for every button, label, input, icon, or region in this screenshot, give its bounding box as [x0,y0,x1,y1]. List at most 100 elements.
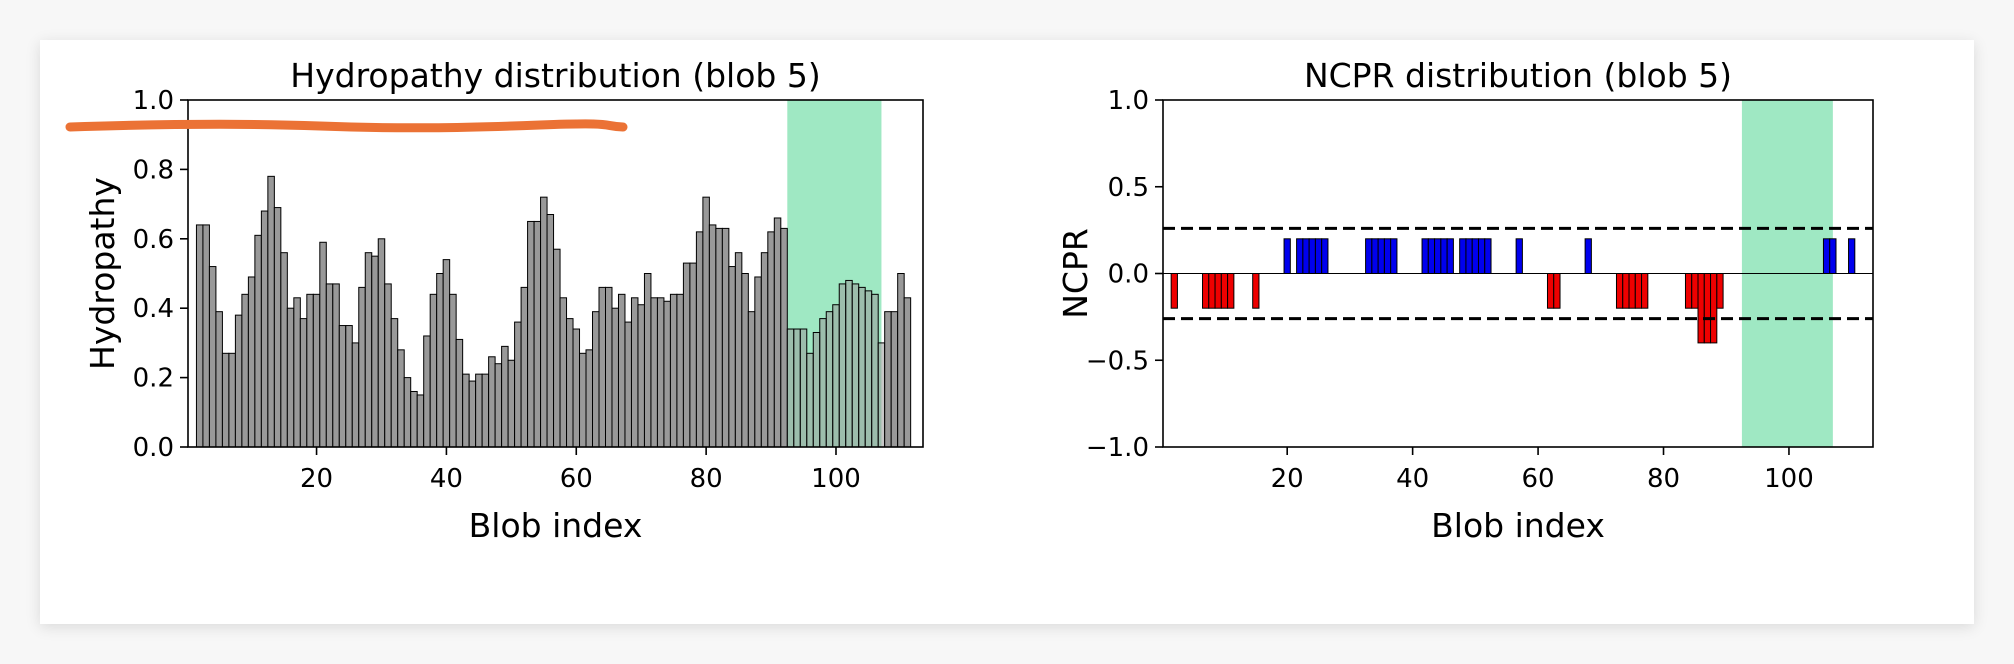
hydropathy-bar [306,293,314,448]
hydropathy-bar [754,276,762,448]
hydropathy-bar [669,293,678,448]
ncpr-bar [1710,273,1718,344]
hydropathy-bar [546,214,555,448]
hydropathy-bar [806,352,814,448]
hydropathy-bar [286,307,295,448]
hydropathy-y-tick-label: 0.0 [133,433,174,463]
hydropathy-bar [877,342,886,448]
hydropathy-bar [442,259,451,448]
hydropathy-plot-frame [187,99,924,448]
hydropathy-bar [228,352,236,448]
hydropathy-bar [234,314,243,448]
ncpr-bar [1308,238,1316,275]
hydropathy-bar [260,210,269,448]
ncpr-bar [1716,273,1724,309]
ncpr-bar [1471,238,1479,275]
hydropathy-bar [364,252,373,448]
ncpr-bar [1546,273,1555,309]
ncpr-y-tick-label: −1.0 [1086,433,1149,463]
figure-canvas: 20 40 60 80 100 0.0 0.2 0.4 0.6 0.8 1.0 Hydropathy … [65,56,1874,545]
hydropathy-bar [871,293,879,448]
ncpr-bar [1390,238,1398,275]
hydropathy-bar [468,380,477,448]
ncpr-bar [1296,238,1304,275]
hydropathy-bar [371,255,379,448]
hydropathy-bar [416,394,425,448]
hydropathy-bar [650,297,658,448]
hydropathy-x-tick-label: 60 [560,464,593,494]
ncpr-y-tick-label: 0.5 [1108,173,1149,203]
ncpr-bar [1829,238,1837,275]
hydropathy-bar [585,349,594,448]
hydropathy-bar [592,311,600,448]
hydropathy-bar [202,224,210,448]
hydropathy-bar [410,390,418,448]
hydropathy-bar [280,252,288,448]
hydropathy-bar [832,304,840,448]
hydropathy-bar [449,293,457,448]
ncpr-bar [1202,273,1210,309]
hydropathy-bar [682,262,691,448]
ncpr-bar [1214,273,1222,309]
hydropathy-bar [338,325,347,448]
hydropathy-bar [195,224,204,448]
hydropathy-bar [702,196,710,448]
hydropathy-bar [676,293,684,448]
hydropathy-bar [611,307,619,448]
ncpr-bar [1170,273,1178,309]
hydropathy-bar [819,318,827,448]
ncpr-bar [1848,238,1856,275]
hydropathy-bar [812,331,821,448]
hydropathy-bar [747,311,756,448]
ncpr-bar [1703,273,1712,344]
ncpr-x-tick-label: 80 [1647,464,1680,494]
hydropathy-bar [241,293,249,448]
hydropathy-bar [845,279,853,448]
hydropathy-bar [390,318,399,448]
ncpr-bar [1465,238,1473,275]
hydropathy-x-tick-label: 100 [811,464,861,494]
hydropathy-bar [897,273,905,448]
hydropathy-y-tick-label: 1.0 [133,86,174,116]
ncpr-bar [1515,238,1523,275]
ncpr-bar [1697,273,1705,344]
ncpr-x-tick-label: 60 [1522,464,1555,494]
hydropathy-bar [890,311,899,448]
hydropathy-y-tick-label: 0.8 [133,155,174,185]
ncpr-bar [1220,273,1229,309]
ncpr-bar [1208,273,1216,309]
hydropathy-bar [708,224,717,448]
ncpr-y-tick-label: −0.5 [1086,346,1149,376]
hydropathy-bar [760,252,769,448]
hydropathy-bar [208,266,217,448]
hydropathy-bar [715,227,723,448]
hydropathy-bar [481,373,490,448]
hydropathy-bar [397,349,405,448]
hydropathy-bar [533,220,542,448]
hydropathy-bar [579,352,587,448]
ncpr-bar [1622,273,1630,309]
ncpr-bar [1446,238,1454,275]
hydropathy-bar [488,356,496,448]
hydropathy-bar [572,328,581,448]
hydropathy-bar [721,227,730,448]
ncpr-bar [1421,238,1429,275]
hydropathy-chart-title: Hydropathy distribution (blob 5) [290,56,820,95]
hydropathy-bar [403,377,412,448]
ncpr-bar [1691,273,1699,309]
hydropathy-bar [858,286,866,448]
hydropathy-bar [514,321,522,448]
hydropathy-bar [436,273,444,448]
hydropathy-bar [345,325,353,448]
hydropathy-bar [884,311,892,448]
ncpr-bar [1227,273,1235,309]
hydropathy-bar [734,252,743,448]
hydropathy-y-tick-label: 0.2 [133,364,174,394]
hydropathy-bar [559,297,568,448]
ncpr-chart: 20 40 60 80 100 −1.0 −0.5 0.0 0.5 1.0 NCPR distrib… [1056,56,1874,545]
orange-annotation-stroke [65,119,628,133]
hydropathy-y-tick-label: 0.6 [133,225,174,255]
hydropathy-bar [604,286,613,448]
ncpr-y-tick-label: 0.0 [1108,260,1149,290]
hydropathy-bar [617,293,626,448]
